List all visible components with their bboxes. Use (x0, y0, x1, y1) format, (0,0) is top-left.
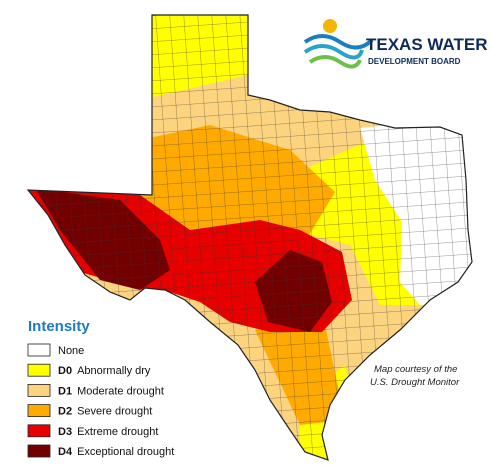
legend-code: D4 (58, 446, 73, 458)
legend-swatch (27, 404, 51, 418)
legend-swatch (27, 383, 51, 397)
legend-label: D2 Severe drought (58, 406, 152, 418)
legend-swatch (27, 363, 51, 377)
legend-label: D4 Exceptional drought (58, 446, 174, 458)
legend-code: D3 (58, 426, 72, 438)
legend-swatch (27, 424, 51, 438)
legend-text: Severe drought (77, 406, 152, 418)
legend-code: D0 (58, 365, 72, 377)
legend: None D0 Abnormally dry D1 Moderate drought D2… (27, 343, 174, 458)
legend-code: D1 (58, 385, 72, 397)
legend-text: Extreme drought (77, 426, 158, 438)
legend-label: D1 Moderate drought (58, 385, 164, 397)
legend-title: Intensity (28, 318, 90, 335)
legend-text: None (58, 345, 84, 357)
logo-subtitle: DEVELOPMENT BOARD (368, 57, 461, 66)
legend-label: None (58, 345, 84, 357)
legend-label: D3 Extreme drought (58, 426, 158, 438)
legend-label: D0 Abnormally dry (58, 365, 151, 377)
legend-text: Moderate drought (77, 385, 164, 397)
credit: U.S. Drought Monitor (370, 377, 460, 388)
logo: TEXAS WATER DEVELOPMENT BOARD (303, 19, 488, 69)
legend-code: D2 (58, 406, 72, 418)
credit: Map courtesy of the (374, 364, 457, 375)
legend-swatch (27, 444, 51, 458)
legend-text: Abnormally dry (77, 365, 151, 377)
legend-swatch (27, 343, 51, 357)
legend-text: Exceptional drought (77, 446, 174, 458)
logo-title: TEXAS WATER (366, 35, 488, 54)
